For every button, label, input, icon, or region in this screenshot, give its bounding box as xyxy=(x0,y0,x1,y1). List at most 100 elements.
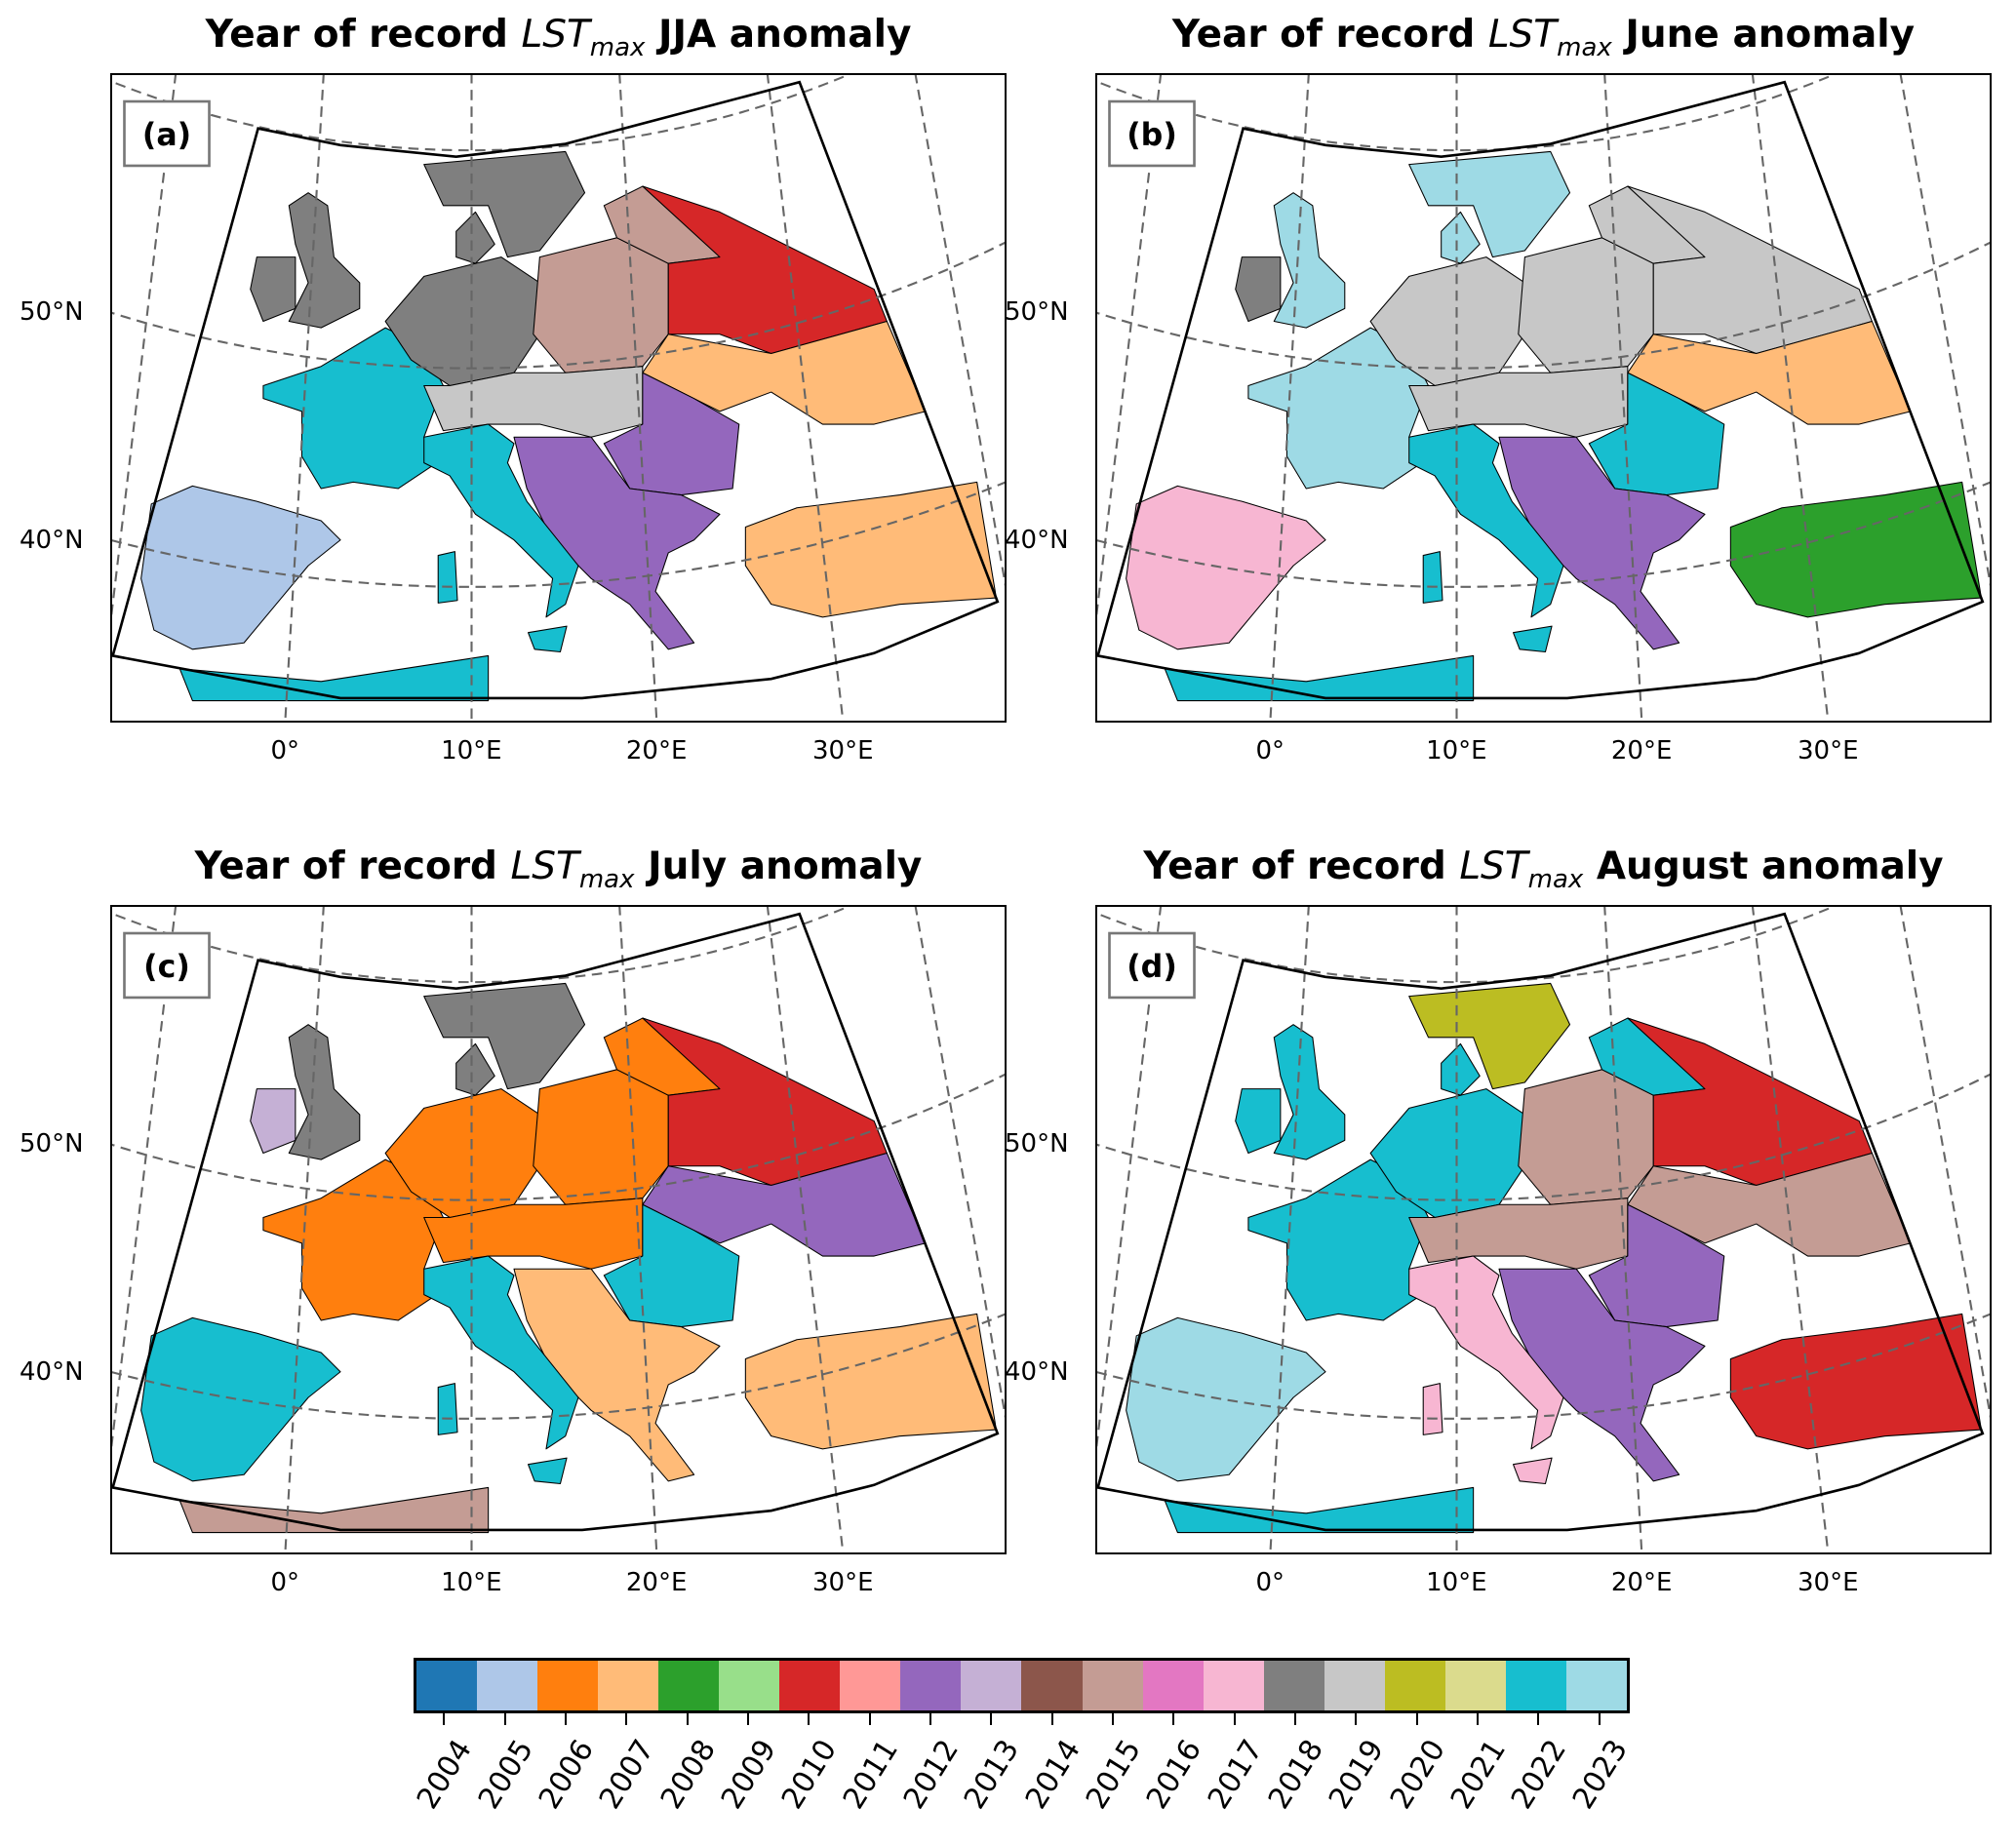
colorbar-tick xyxy=(1172,1713,1175,1725)
longitude-label: 30°E xyxy=(811,736,874,765)
region-scandinavia xyxy=(423,982,586,1090)
title-title-var: LST xyxy=(521,13,590,57)
domain-boundary xyxy=(110,80,1000,700)
colorbar-label: 2020 xyxy=(1383,1734,1452,1816)
map-canvas: (c) xyxy=(110,905,1007,1554)
region-great-britain xyxy=(288,1024,361,1160)
meridian-gridline xyxy=(914,73,1007,598)
colorbar-tick xyxy=(564,1713,567,1725)
region-poland xyxy=(533,237,669,373)
region-belarus-russia xyxy=(642,185,888,355)
panel-label: (d) xyxy=(1127,950,1177,985)
meridian-gridline xyxy=(1751,905,1830,1554)
colorbar-tick xyxy=(1050,1713,1053,1725)
meridian-gridline xyxy=(766,905,845,1554)
colorbar-label: 2021 xyxy=(1444,1734,1514,1816)
colorbar-cell-2017 xyxy=(1203,1661,1264,1710)
region-iberia xyxy=(140,1316,341,1482)
colorbar-label: 2019 xyxy=(1323,1734,1392,1816)
panel-label-box xyxy=(123,99,211,168)
region-denmark xyxy=(1441,1042,1481,1096)
meridian-gridline xyxy=(618,905,658,1554)
colorbar-tick xyxy=(1598,1713,1601,1725)
title-title-suffix: July anomaly xyxy=(634,844,923,888)
region-belarus-russia xyxy=(1627,185,1873,355)
longitude-label: 0° xyxy=(270,1568,300,1597)
region-poland xyxy=(1518,237,1654,373)
map-canvas: (b) xyxy=(1095,73,1992,723)
title-title-suffix: August anomaly xyxy=(1583,844,1944,888)
region-great-britain xyxy=(1273,192,1346,329)
longitude-label: 10°E xyxy=(1426,1568,1487,1597)
region-denmark xyxy=(455,211,495,264)
region-poland xyxy=(533,1069,669,1205)
title-title-var: LST xyxy=(1487,13,1558,57)
meridian-gridline xyxy=(914,905,1007,1430)
region-italy xyxy=(1408,1255,1564,1450)
panel-label-box xyxy=(1108,99,1196,168)
title-title-sub: max xyxy=(1527,864,1584,894)
latitude-label: 40°N xyxy=(1005,1357,1069,1387)
panel-title: Year of record LSTmax July anomaly xyxy=(52,844,1065,894)
panel-title: Year of record LSTmax August anomaly xyxy=(1037,844,2016,894)
colorbar-cell-2022 xyxy=(1505,1661,1566,1710)
colorbar-tick xyxy=(443,1713,446,1725)
colorbar-label: 2018 xyxy=(1261,1734,1331,1816)
title-title-var: LST xyxy=(510,844,579,888)
region-italy xyxy=(1408,423,1564,618)
region-ireland xyxy=(1235,256,1282,323)
region-denmark xyxy=(455,1042,495,1096)
region-scandinavia xyxy=(1408,150,1571,258)
colorbar-cell-2014 xyxy=(1021,1661,1083,1710)
longitude-label: 30°E xyxy=(811,1568,874,1597)
axes-frame xyxy=(110,905,1007,1554)
latitude-label: 50°N xyxy=(1005,1129,1069,1158)
latitude-label: 50°N xyxy=(20,297,84,327)
region-iberia xyxy=(1126,1316,1326,1482)
colorbar-label: 2006 xyxy=(532,1734,601,1816)
region-italy xyxy=(423,423,579,618)
colorbar-cell-2023 xyxy=(1565,1661,1627,1710)
region-sicily xyxy=(1512,625,1553,652)
colorbar-cell-2010 xyxy=(779,1661,841,1710)
panel-label: (c) xyxy=(143,950,190,985)
colorbar-cell-2018 xyxy=(1263,1661,1324,1710)
colorbar-label: 2010 xyxy=(775,1734,845,1816)
region-poland xyxy=(1518,1069,1654,1205)
parallel-gridline xyxy=(1095,1072,1992,1201)
title-title-suffix: JJA anomaly xyxy=(645,13,912,57)
title-title-var: LST xyxy=(1459,844,1528,888)
meridian-gridline xyxy=(618,73,658,723)
colorbar-tick xyxy=(1294,1713,1297,1725)
latitude-label: 40°N xyxy=(1005,526,1069,555)
parallel-gridline xyxy=(1095,73,1839,151)
colorbar-tick xyxy=(1233,1713,1236,1725)
domain-boundary xyxy=(1095,80,1985,700)
panel-label-box xyxy=(123,931,211,1000)
region-turkey xyxy=(1729,1313,1982,1450)
panel-label: (a) xyxy=(142,118,191,153)
colorbar-label: 2017 xyxy=(1201,1734,1270,1816)
colorbar-cell-2008 xyxy=(658,1661,720,1710)
longitude-label: 20°E xyxy=(1610,736,1673,765)
map-panel-d: Year of record LSTmax August anomaly (d) 5… xyxy=(1005,844,1992,1597)
colorbar-tick xyxy=(686,1713,689,1725)
colorbar-tick xyxy=(1112,1713,1115,1725)
latitude-label: 40°N xyxy=(20,1357,84,1387)
meridian-gridline xyxy=(766,73,845,723)
region-sardinia xyxy=(437,551,458,604)
region-iberia xyxy=(1126,485,1326,650)
longitude-label: 10°E xyxy=(1426,736,1487,765)
meridian-gridline xyxy=(284,73,325,723)
latitude-label: 50°N xyxy=(20,1129,84,1158)
domain-boundary xyxy=(1095,912,1985,1532)
region-sardinia xyxy=(1422,551,1443,604)
map-panel-a: Year of record LSTmax JJA anomaly (a) 50°N… xyxy=(20,13,1007,765)
region-ireland xyxy=(250,1088,296,1155)
title-title-prefix: Year of record xyxy=(1143,844,1460,888)
domain-boundary xyxy=(110,912,1000,1532)
region-turkey xyxy=(1729,481,1982,618)
colorbar-tick xyxy=(868,1713,871,1725)
parallel-gridline xyxy=(1095,905,1839,983)
meridian-gridline xyxy=(1269,73,1310,723)
